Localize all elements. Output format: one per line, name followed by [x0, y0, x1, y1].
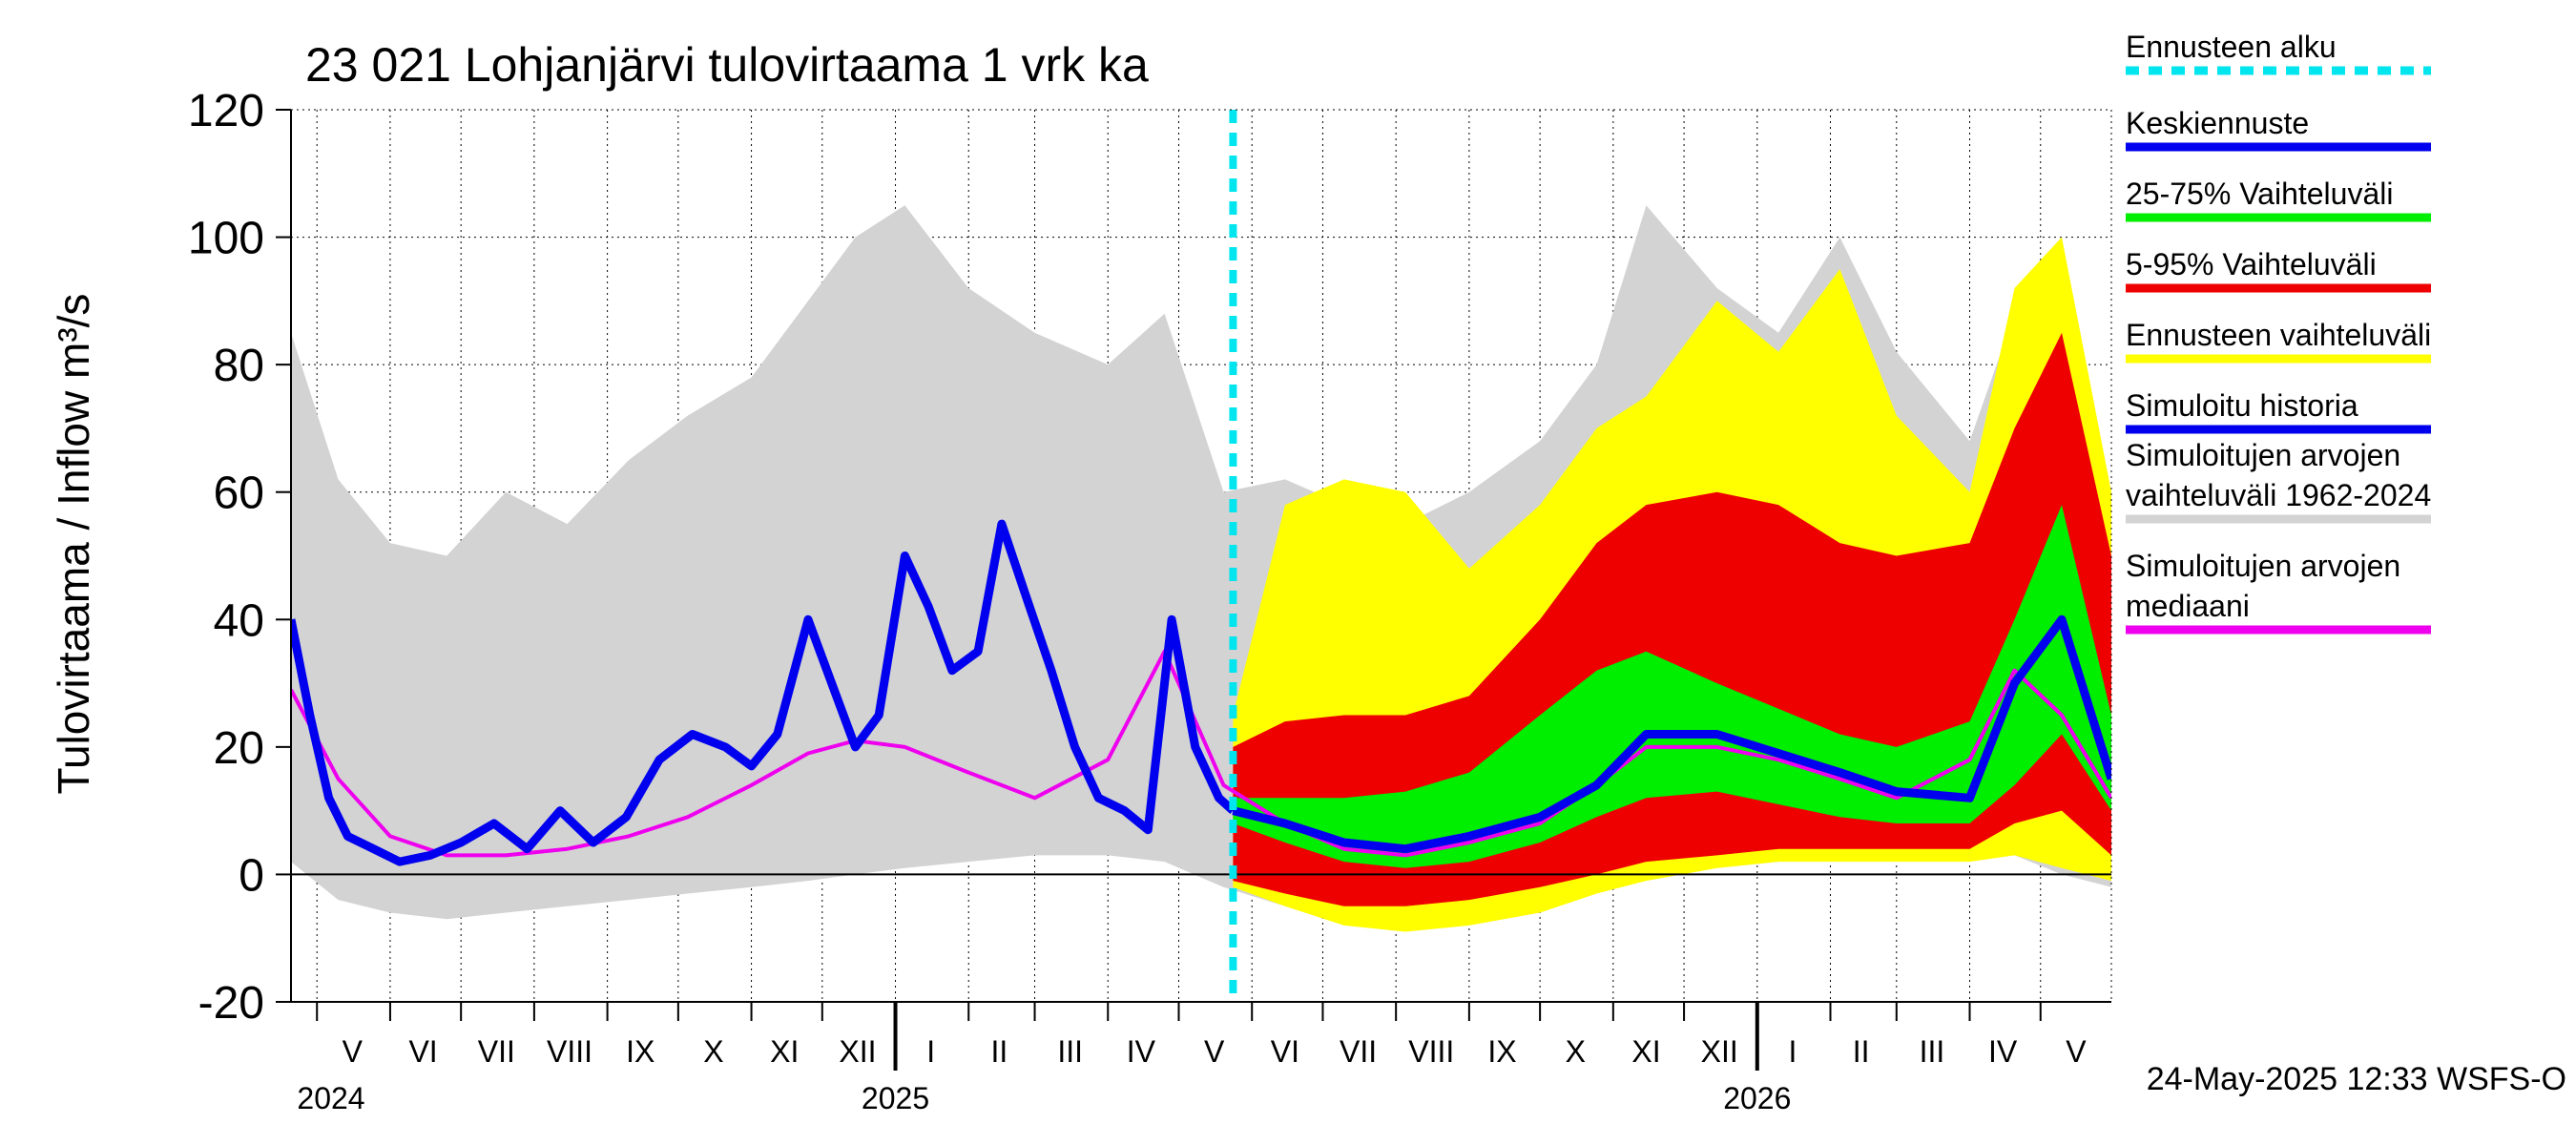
x-month-label: XII	[1701, 1034, 1738, 1069]
x-month-label: IV	[1988, 1034, 2018, 1069]
line-keskiennuste	[1232, 614, 2111, 854]
x-month-label: VII	[478, 1034, 515, 1069]
x-month-label: I	[926, 1034, 935, 1069]
chart-title: 23 021 Lohjanjärvi tulovirtaama 1 vrk ka	[305, 38, 1149, 92]
x-month-label: VII	[1340, 1034, 1377, 1069]
x-month-label: V	[343, 1034, 364, 1069]
x-month-label: III	[1920, 1034, 1945, 1069]
line-simuloitu-historia	[291, 519, 1236, 866]
x-month-label: III	[1057, 1034, 1083, 1069]
x-month-label: IV	[1127, 1034, 1156, 1069]
series-layer	[291, 205, 2111, 932]
x-month-label: VIII	[547, 1034, 592, 1069]
x-month-label: XI	[770, 1034, 799, 1069]
x-month-label: X	[1566, 1034, 1586, 1069]
y-tick-label: 0	[239, 850, 264, 901]
legend: Ennusteen alku Keskiennuste 25-75% Vaihtel…	[2126, 30, 2431, 635]
y-tick-label: 20	[214, 723, 264, 774]
x-month-label: X	[703, 1034, 723, 1069]
x-year-label: 2025	[862, 1081, 929, 1115]
legend-label: Simuloitujen arvojen	[2126, 549, 2400, 583]
x-month-label: V	[2066, 1034, 2087, 1069]
timestamp: 24-May-2025 12:33 WSFS-O	[2147, 1061, 2566, 1097]
legend-label: Simuloitujen arvojen	[2126, 438, 2400, 472]
y-tick-label: 40	[214, 595, 264, 646]
x-year-label: 2024	[297, 1081, 364, 1115]
legend-label: 25-75% Vaihteluväli	[2126, 177, 2393, 211]
y-tick-label: 80	[214, 341, 264, 391]
x-month-label: VI	[408, 1034, 437, 1069]
y-tick-label: 60	[214, 468, 264, 519]
legend-label: 5-95% Vaihteluväli	[2126, 247, 2377, 281]
x-month-label: XI	[1631, 1034, 1660, 1069]
legend-label: mediaani	[2126, 589, 2250, 623]
x-month-label: IX	[1487, 1034, 1516, 1069]
x-month-label: II	[991, 1034, 1008, 1069]
x-year-label: 2026	[1723, 1081, 1791, 1115]
x-month-label: I	[1788, 1034, 1797, 1069]
y-tick-label: 100	[188, 214, 264, 264]
legend-label: Ennusteen vaihteluväli	[2126, 318, 2431, 352]
x-month-label: IX	[626, 1034, 654, 1069]
band-25-75-vaihteluv-li	[1233, 505, 2111, 868]
legend-label: Ennusteen alku	[2126, 30, 2337, 64]
x-month-label: VIII	[1408, 1034, 1454, 1069]
y-tick-label: -20	[198, 978, 264, 1029]
legend-label: Simuloitu historia	[2126, 388, 2358, 423]
legend-label: Keskiennuste	[2126, 106, 2309, 140]
y-tick-label: 120	[188, 86, 264, 136]
y-axis-label: Tulovirtaama / Inflow m³/s	[49, 294, 98, 795]
x-month-label: II	[1853, 1034, 1870, 1069]
legend-label: vaihteluväli 1962-2024	[2126, 478, 2431, 512]
x-month-label: V	[1204, 1034, 1225, 1069]
x-month-label: VI	[1271, 1034, 1299, 1069]
x-month-label: XII	[839, 1034, 876, 1069]
